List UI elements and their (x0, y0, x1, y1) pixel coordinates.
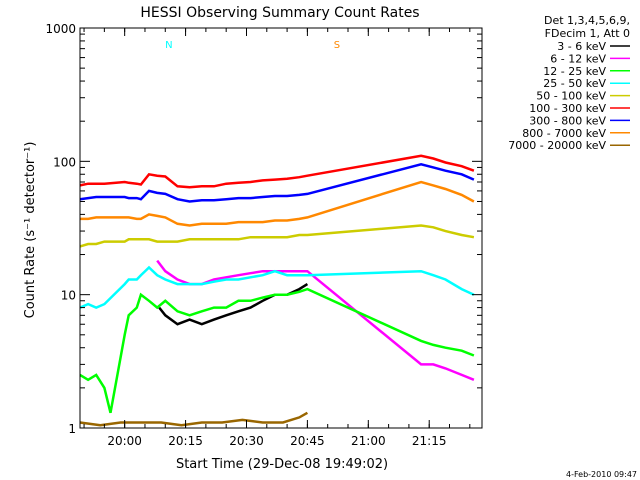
legend-label-8: 800 - 7000 keV (522, 127, 606, 140)
x-tick-label-3: 20:30 (229, 434, 264, 448)
legend-label-9: 7000 - 20000 keV (508, 139, 606, 152)
series-line-8 (80, 180, 475, 227)
legend: Det 1,3,4,5,6,9,FDecim 1, Att 03 - 6 keV… (508, 14, 630, 152)
y-tick-label-4: 1000 (45, 22, 76, 36)
x-tick-label-2: 20:15 (168, 434, 203, 448)
flag-label-1: N (165, 40, 172, 51)
legend-label-1: 3 - 6 keV (557, 40, 606, 53)
legend-label-7: 300 - 800 keV (529, 114, 606, 127)
series-line-7 (79, 163, 475, 203)
series-line-2 (156, 259, 475, 381)
series-line-3 (79, 287, 475, 414)
legend-label-2: 6 - 12 keV (550, 52, 606, 65)
series-line-9 (79, 411, 309, 427)
legend-header-1: Det 1,3,4,5,6,9, (544, 14, 630, 27)
timestamp: 4-Feb-2010 09:47 (566, 470, 637, 479)
legend-label-4: 25 - 50 keV (543, 77, 606, 90)
y-axis-label: Count Rate (s⁻¹ detector⁻¹) (23, 142, 38, 319)
series-line-5 (79, 224, 475, 248)
x-tick-label-1: 20:00 (107, 434, 142, 448)
flag-label-2: S (334, 40, 340, 51)
series-line-6 (79, 154, 475, 189)
x-tick-label-5: 21:00 (351, 434, 386, 448)
plot-frame (79, 27, 483, 429)
legend-header-2: FDecim 1, Att 0 (545, 27, 630, 40)
series-line-4 (79, 265, 475, 309)
legend-label-5: 50 - 100 keV (536, 90, 606, 103)
legend-label-6: 100 - 300 keV (529, 102, 606, 115)
y-tick-label-1: 1 (68, 422, 76, 436)
legend-label-3: 12 - 25 keV (543, 65, 606, 78)
chart-title: HESSI Observing Summary Count Rates (140, 5, 419, 21)
x-tick-label-6: 21:15 (412, 434, 447, 448)
axes: 20:00 20:15 20:30 20:45 21:00 21:15 1 10 100 1000 (45, 22, 482, 448)
y-tick-label-3: 100 (53, 155, 76, 169)
x-axis-label: Start Time (29-Dec-08 19:49:02) (176, 457, 388, 472)
x-tick-label-4: 20:45 (290, 434, 325, 448)
y-tick-label-2: 10 (61, 289, 76, 303)
